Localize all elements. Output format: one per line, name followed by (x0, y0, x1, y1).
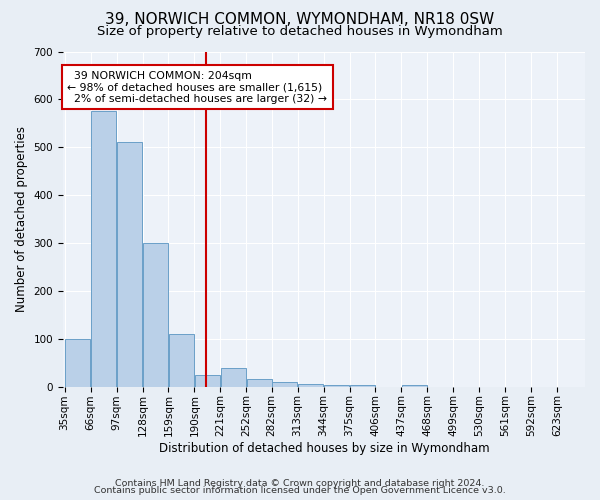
X-axis label: Distribution of detached houses by size in Wymondham: Distribution of detached houses by size … (158, 442, 489, 455)
Text: Contains public sector information licensed under the Open Government Licence v3: Contains public sector information licen… (94, 486, 506, 495)
Text: 39, NORWICH COMMON, WYMONDHAM, NR18 0SW: 39, NORWICH COMMON, WYMONDHAM, NR18 0SW (106, 12, 494, 28)
Bar (350, 385, 375, 386)
Bar (324, 385, 349, 386)
Bar (91, 112, 116, 386)
Bar (401, 385, 427, 386)
Text: Size of property relative to detached houses in Wymondham: Size of property relative to detached ho… (97, 25, 503, 38)
Bar (221, 368, 246, 386)
Bar (272, 382, 298, 386)
Bar (65, 339, 91, 386)
Bar (298, 384, 323, 386)
Text: Contains HM Land Registry data © Crown copyright and database right 2024.: Contains HM Land Registry data © Crown c… (115, 478, 485, 488)
Y-axis label: Number of detached properties: Number of detached properties (15, 126, 28, 312)
Bar (117, 142, 142, 386)
Bar (169, 334, 194, 386)
Bar (194, 374, 220, 386)
Bar (247, 380, 272, 386)
Text: 39 NORWICH COMMON: 204sqm
← 98% of detached houses are smaller (1,615)
  2% of s: 39 NORWICH COMMON: 204sqm ← 98% of detac… (67, 70, 327, 104)
Bar (143, 243, 168, 386)
